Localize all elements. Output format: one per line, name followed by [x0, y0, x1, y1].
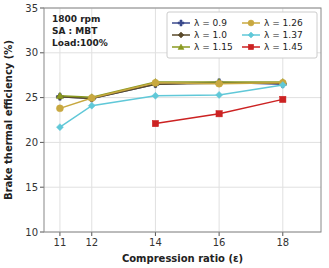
legend-marker	[178, 20, 184, 26]
legend-label: λ = 1.0	[194, 30, 227, 40]
legend-marker	[178, 32, 184, 38]
annotation: 1800 rpm SA : MBT Load:100%	[52, 14, 108, 48]
legend-marker	[248, 20, 254, 26]
tick-label: 20	[25, 137, 38, 148]
tick	[91, 232, 92, 236]
line	[60, 85, 283, 127]
point	[56, 93, 63, 100]
line	[155, 99, 282, 123]
point	[88, 95, 95, 102]
chart: 10 15 20 25 30 35 11 12 14 16 18 Compression ratio …	[0, 0, 329, 268]
tick	[40, 97, 44, 98]
y-axis-label: Brake thermal efficiency (%)	[3, 40, 14, 200]
tick-label: 16	[213, 237, 226, 248]
legend-label: λ = 1.26	[264, 18, 303, 28]
legend: λ = 0.9 λ = 1.0 λ = 1.15 λ = 1.26 λ = 1.37 λ …	[167, 12, 317, 58]
point	[280, 96, 286, 102]
tick-label: 35	[25, 3, 38, 14]
tick	[40, 142, 44, 143]
tick-label: 11	[54, 237, 67, 248]
point	[152, 79, 159, 86]
tick	[219, 232, 220, 236]
series	[152, 96, 286, 126]
point	[216, 80, 223, 87]
point	[56, 124, 63, 131]
tick-label: 30	[25, 47, 38, 58]
grid-line	[155, 8, 156, 232]
x-axis-label: Compression ratio (ε)	[122, 253, 243, 264]
grid-line	[44, 142, 321, 143]
tick	[40, 8, 44, 9]
legend-marker	[248, 44, 253, 49]
legend-label: λ = 0.9	[194, 18, 227, 28]
point	[152, 120, 158, 126]
plot-area	[56, 78, 286, 130]
tick	[40, 187, 44, 188]
grid-line	[44, 187, 321, 188]
point	[56, 93, 63, 100]
tick-label: 18	[276, 237, 289, 248]
legend-marker	[248, 32, 254, 38]
series	[56, 82, 286, 131]
tick-label: 15	[25, 182, 38, 193]
point	[216, 111, 222, 117]
legend-label: λ = 1.37	[264, 30, 303, 40]
point	[216, 91, 223, 98]
plot-frame	[44, 8, 321, 232]
tick	[40, 232, 44, 233]
tick-label: 14	[149, 237, 162, 248]
legend-label: λ = 1.15	[194, 42, 233, 52]
grid	[44, 8, 321, 232]
point	[88, 95, 95, 102]
point	[279, 82, 286, 89]
annotation-line: 1800 rpm	[52, 14, 100, 24]
legend-label: λ = 1.45	[264, 42, 303, 52]
tick	[155, 232, 156, 236]
point	[152, 92, 159, 99]
tick	[59, 232, 60, 236]
annotation-line: Load:100%	[52, 38, 108, 48]
point	[216, 80, 223, 87]
annotation-line: SA : MBT	[52, 26, 98, 36]
point	[56, 105, 63, 112]
legend-frame	[167, 12, 317, 58]
tick-label: 25	[25, 92, 38, 103]
point	[88, 102, 95, 109]
legend-marker	[178, 44, 184, 49]
tick-label: 12	[85, 237, 98, 248]
tick-label: 10	[25, 227, 38, 238]
tick	[40, 52, 44, 53]
tick	[282, 232, 283, 236]
point	[88, 95, 95, 102]
point	[56, 92, 63, 98]
